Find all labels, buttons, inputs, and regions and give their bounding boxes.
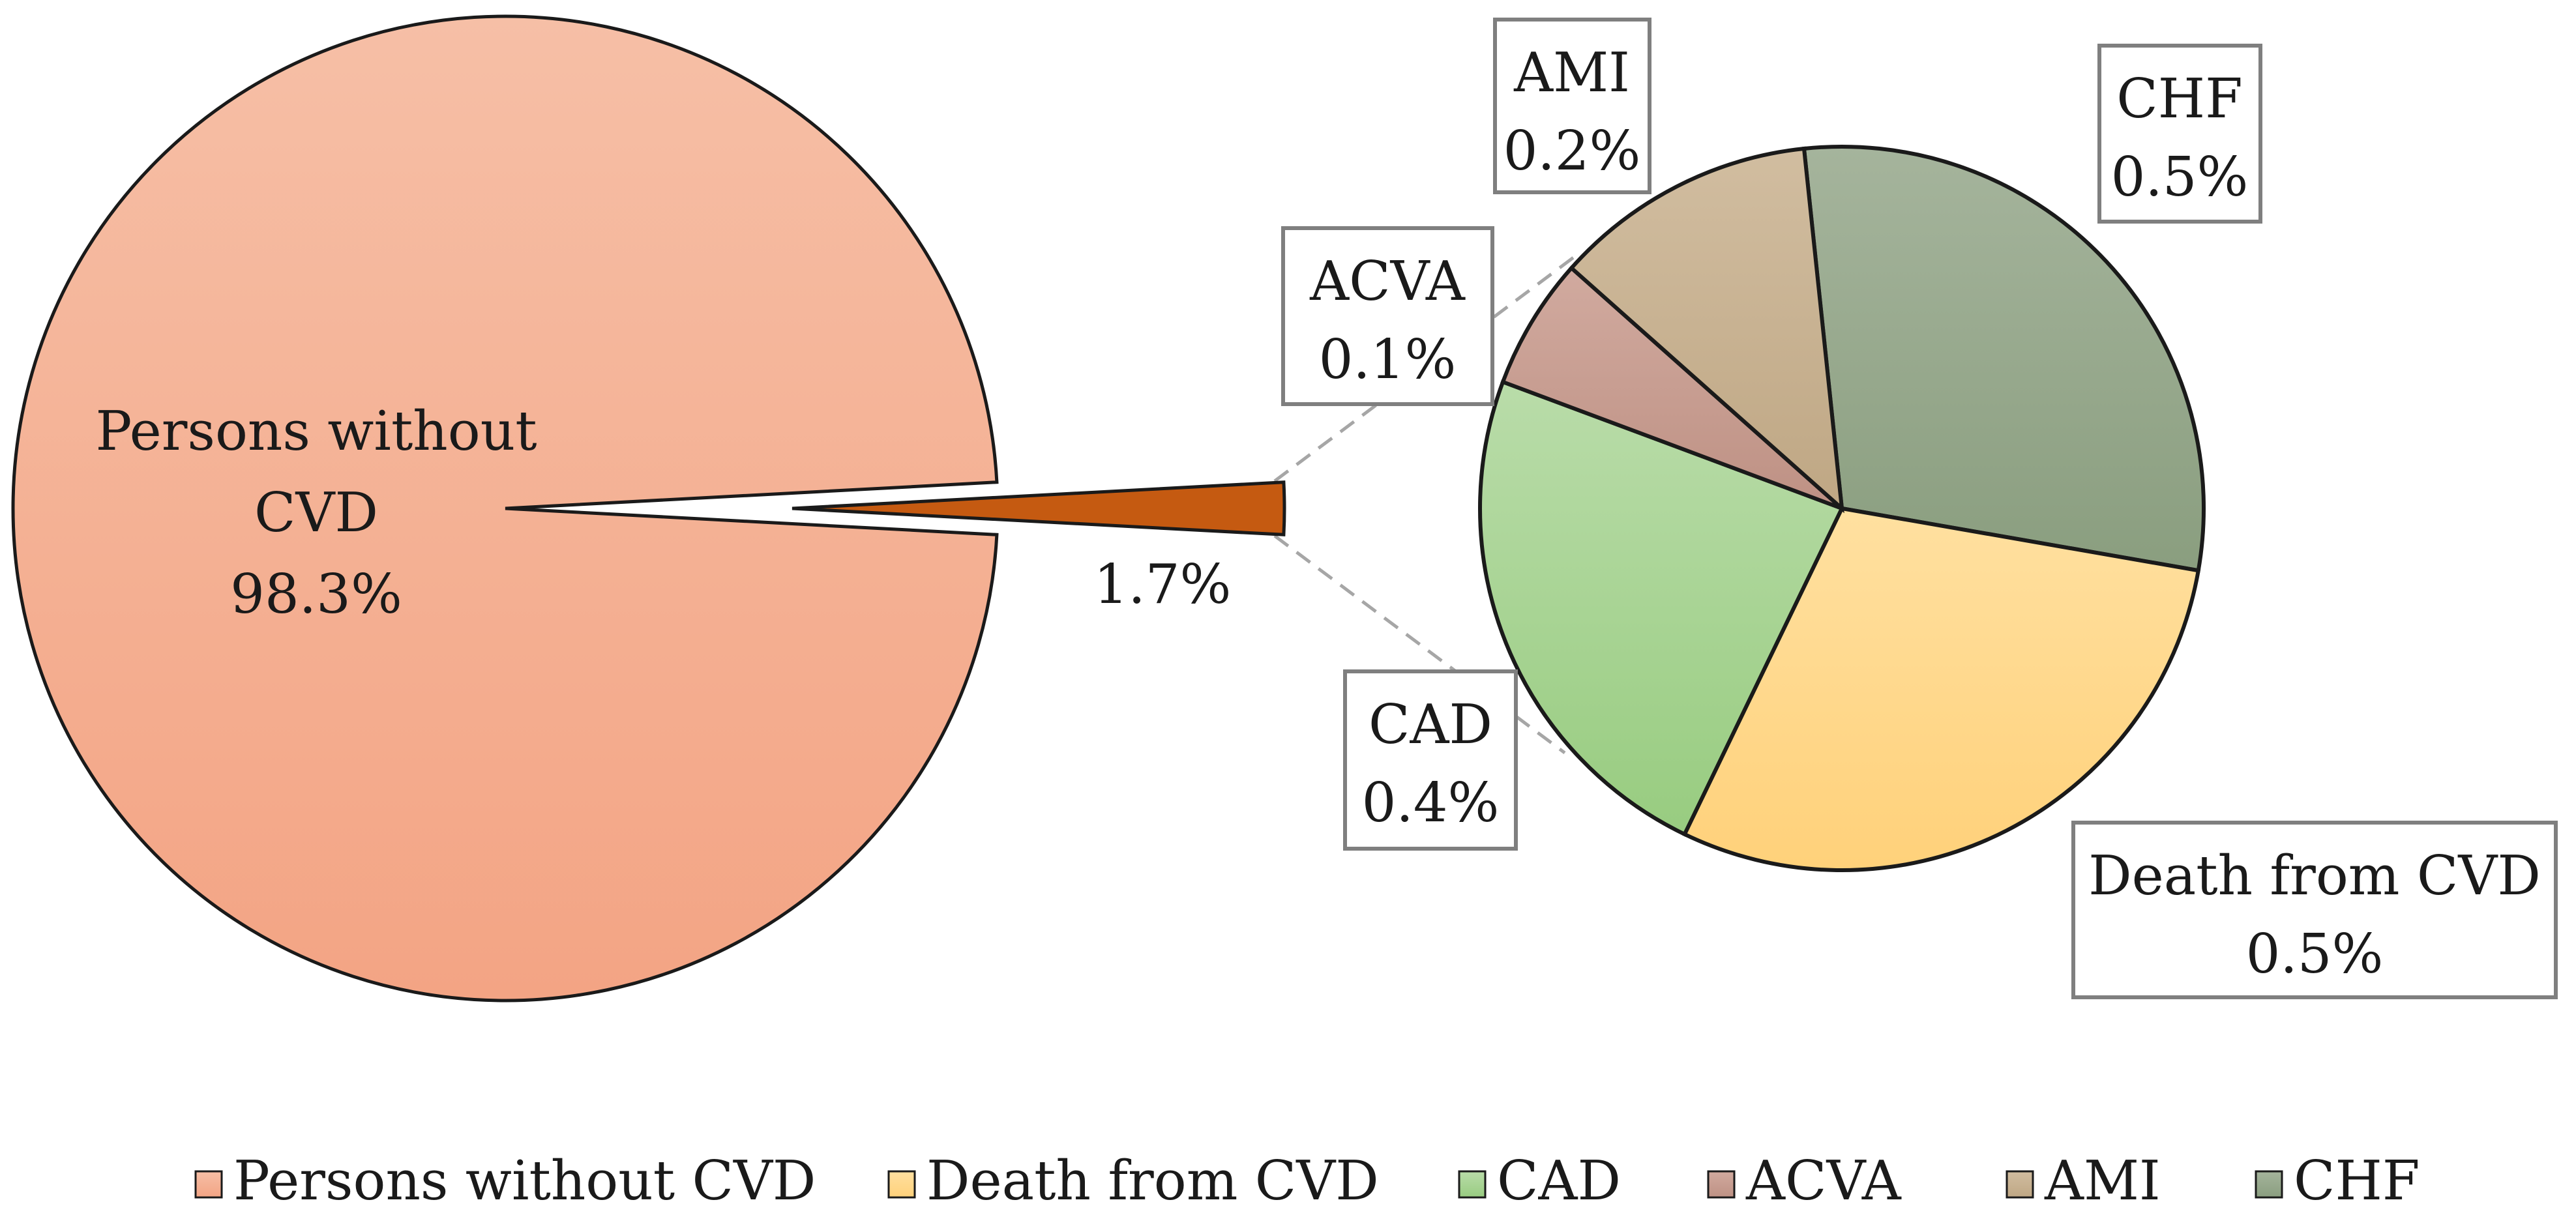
legend: Persons without CVD Death from CVD CAD A… (194, 1149, 2420, 1212)
pie-slice-cad (1478, 379, 1845, 837)
pie-slice-chf (1801, 144, 2206, 573)
legend-label: ACVA (1745, 1149, 1902, 1212)
main-label-line1: Persons without (95, 400, 537, 463)
pie-slice-ami (1569, 146, 1844, 514)
legend-label: Persons without CVD (233, 1149, 816, 1212)
legend-item-death-from-cvd: Death from CVD (887, 1149, 1379, 1212)
pie-slice-persons-without-cvd (11, 14, 999, 1003)
label-ami-name: AMI (1513, 41, 1630, 104)
legend-item-cad: CAD (1458, 1149, 1621, 1212)
label-chf-value: 0.5% (2111, 145, 2249, 209)
legend-label: Death from CVD (926, 1149, 1379, 1212)
label-box-ami: AMI 0.2% (1493, 18, 1651, 194)
label-acva-name: ACVA (1309, 250, 1466, 313)
legend-item-chf: CHF (2255, 1149, 2420, 1212)
label-ami-value: 0.2% (1503, 119, 1641, 183)
label-box-death-from-cvd: Death from CVD 0.5% (2071, 821, 2558, 999)
legend-label: CHF (2294, 1149, 2420, 1212)
label-box-cad: CAD 0.4% (1343, 669, 1518, 851)
minor-slice-value: 1.7% (1094, 553, 1232, 616)
label-box-chf: CHF 0.5% (2097, 44, 2262, 224)
label-acva-value: 0.1% (1319, 328, 1457, 391)
legend-item-acva: ACVA (1707, 1149, 1902, 1212)
label-cad-value: 0.4% (1362, 771, 1500, 834)
label-cad-name: CAD (1369, 693, 1492, 756)
legend-item-persons-without-cvd: Persons without CVD (194, 1149, 816, 1212)
legend-label: CAD (1497, 1149, 1621, 1212)
connector-line-top (1273, 252, 1579, 483)
label-death-value: 0.5% (2246, 922, 2384, 986)
label-death-name: Death from CVD (2088, 844, 2541, 907)
pie-slice-cvd (792, 480, 1286, 536)
label-box-acva: ACVA 0.1% (1281, 226, 1494, 406)
main-label-value: 98.3% (230, 563, 402, 626)
main-label-line2: CVD (254, 481, 378, 544)
legend-item-ami: AMI (2006, 1149, 2161, 1212)
pie-slice-acva (1500, 265, 1843, 510)
legend-label: AMI (2044, 1149, 2161, 1212)
pie-slice-death-from-cvd (1681, 506, 2201, 873)
label-chf-name: CHF (2116, 67, 2242, 130)
